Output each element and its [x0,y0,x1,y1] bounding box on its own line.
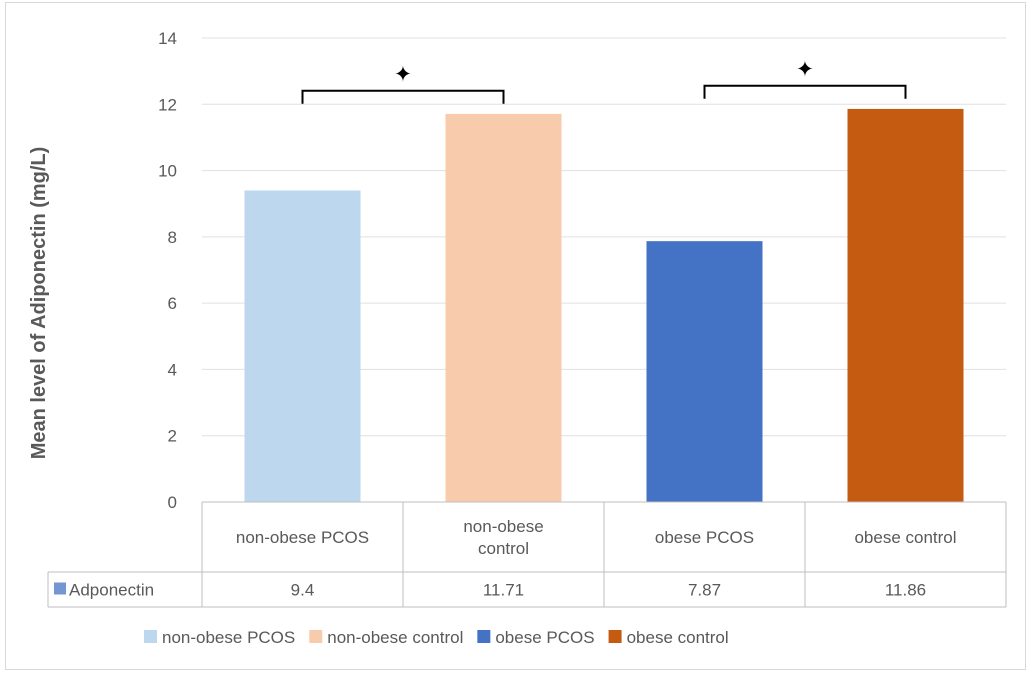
y-tick-label: 14 [158,29,177,48]
category-label-line: obese PCOS [655,528,754,547]
y-tick-label: 0 [168,493,177,512]
y-tick-label: 8 [168,228,177,247]
series-name: Adponectin [69,581,154,600]
category-label-line: control [478,539,529,558]
data-value-label: 11.86 [885,581,926,600]
significance-bracket [703,84,907,99]
bar [244,190,361,502]
legend-item: obese control [608,628,729,647]
significance-bracket [301,89,505,104]
y-tick-label: 2 [168,427,177,446]
category-label-line: obese control [854,528,956,547]
y-axis-label: Mean level of Adiponectin (mg/L) [28,147,50,460]
data-table: non-obese PCOS non-obese control obese PCOS… [47,501,1007,608]
category-label: non-obese control [463,517,543,558]
legend-label: non-obese control [327,628,463,647]
y-axis-ticks: 0 2 4 6 8 10 12 14 [158,29,177,512]
category-label: obese PCOS [655,528,754,547]
chart-area: 0 2 4 6 8 10 12 14 Mean level of Adiponectin (m… [5,2,1026,670]
category-label: obese control [854,528,956,547]
category-label-line: non-obese [463,517,543,536]
category-label: non-obese PCOS [236,528,369,547]
y-tick-label: 4 [168,360,177,379]
category-label-line: non-obese PCOS [236,528,369,547]
legend-item: non-obese control [309,628,463,647]
legend-swatch [309,630,323,643]
legend-label: obese PCOS [495,628,594,647]
significance-annotations: ✦ ✦ [301,57,907,104]
legend-swatch [477,630,491,643]
y-tick-label: 6 [168,294,177,313]
legend-label: obese control [627,628,729,647]
legend-item: obese PCOS [477,628,595,647]
significance-marker: ✦ [394,62,412,87]
bar [445,113,562,502]
data-value-label: 7.87 [688,581,721,600]
legend: non-obese PCOS non-obese control obese PCO… [144,628,729,647]
data-value-label: 11.71 [483,581,524,600]
legend-swatch [608,630,622,643]
legend-swatch [144,630,157,643]
series-key [54,582,66,595]
bar [847,108,964,502]
data-value-label: 9.4 [291,581,315,600]
y-tick-label: 12 [158,95,177,114]
chart-svg: 0 2 4 6 8 10 12 14 Mean level of Adiponectin (m… [28,29,1007,647]
bars [244,108,964,502]
legend-item: non-obese PCOS [144,628,295,647]
legend-label: non-obese PCOS [162,628,295,647]
significance-marker: ✦ [796,57,814,82]
bar [646,241,763,502]
y-tick-label: 10 [158,162,177,181]
